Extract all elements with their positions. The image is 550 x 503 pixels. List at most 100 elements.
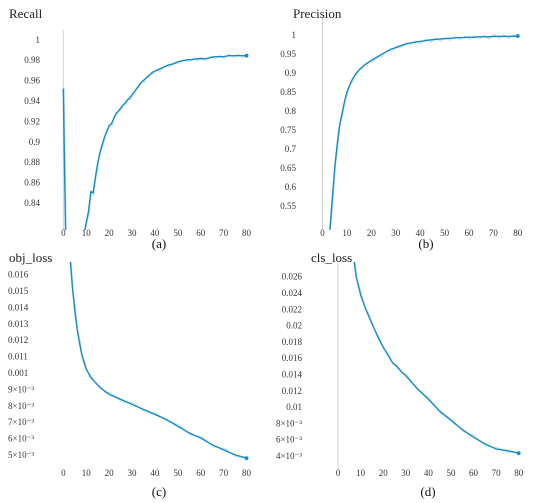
chart-2-y-tick-label: 0.8 (285, 106, 297, 116)
chart-4-y-tick-label: 0.022 (282, 304, 302, 314)
chart-4-series-end-point (516, 451, 521, 456)
chart-3-y-tick-label: 0.011 (8, 352, 28, 362)
chart-4-y-tick-label: 0.01 (286, 402, 302, 412)
chart-2-x-tick-label: 10 (342, 228, 352, 238)
chart-1-y-tick-label: 0.96 (24, 76, 40, 86)
chart-1-y-tick-label: 0.92 (24, 116, 40, 126)
chart-1-title: Recall (9, 6, 43, 21)
chart-1-x-tick-label: 20 (105, 228, 115, 238)
chart-1-series-raw (63, 53, 248, 230)
chart-4-y-tick-label: 0.014 (282, 370, 303, 380)
chart-3-y-tick-label: 6×10⁻³ (8, 434, 34, 444)
chart-4-x-tick-label: 30 (401, 468, 411, 478)
chart-2-x-tick-label: 30 (391, 228, 401, 238)
chart-1-y-tick-label: 0.86 (24, 178, 40, 188)
chart-1-series-end-point (244, 53, 249, 58)
chart-2-y-tick-label: 1 (292, 30, 297, 40)
chart-4-series-line (353, 262, 519, 454)
chart-2-x-tick-label: 60 (464, 228, 474, 238)
chart-4-y-tick-label: 0.016 (282, 353, 303, 363)
chart-3-x-tick-label: 10 (82, 468, 92, 478)
chart-4-y-tick-label: 0.012 (282, 386, 302, 396)
chart-3-y-tick-label: 0.001 (8, 368, 28, 378)
chart-3-y-tick-label: 0.014 (8, 302, 29, 312)
chart-3-x-tick-label: 80 (242, 468, 252, 478)
chart-4-x-tick-label: 10 (356, 468, 366, 478)
chart-2-series-end-point (515, 34, 520, 38)
chart-3-y-tick-label: 0.013 (8, 319, 29, 329)
chart-3-x-tick-label: 20 (105, 468, 115, 478)
chart-1-x-tick-label: 80 (242, 228, 252, 238)
chart-1-x-tick-label: 30 (128, 228, 138, 238)
chart-4-y-tick-label: 8×10⁻³ (276, 418, 302, 428)
chart-2-y-tick-label: 0.85 (280, 87, 296, 97)
chart-4-x-tick-label: 50 (446, 468, 456, 478)
chart-1-x-tick-label: 0 (61, 228, 66, 238)
chart-2-series-raw (330, 34, 519, 229)
chart-1-y-tick-label: 0.9 (29, 137, 41, 147)
chart-3-y-tick-label: 0.015 (8, 286, 29, 296)
chart-2-y-tick-label: 0.65 (280, 163, 296, 173)
chart-2-series-line (329, 35, 518, 230)
chart-3-x-tick-label: 40 (150, 468, 160, 478)
chart-3-y-tick-label: 0.016 (8, 270, 29, 280)
chart-3-series-end-point (244, 456, 249, 461)
chart-4-x-tick-label: 60 (469, 468, 479, 478)
chart-1-y-tick-label: 0.88 (24, 157, 40, 167)
chart-4-series-raw (354, 262, 520, 454)
chart-1-y-tick-label: 0.94 (24, 96, 40, 106)
chart-3-y-tick-label: 8×10⁻³ (8, 401, 34, 411)
chart-3-x-tick-label: 50 (173, 468, 183, 478)
chart-2-y-tick-label: 0.9 (285, 68, 297, 78)
chart-2-y-tick-label: 0.7 (285, 144, 297, 154)
chart-2-y-tick-label: 0.55 (280, 201, 296, 211)
chart-4-y-tick-label: 0.026 (282, 272, 303, 282)
chart-4-x-tick-label: 40 (424, 468, 434, 478)
chart-1-y-tick-label: 0.84 (24, 198, 40, 208)
chart-2-y-tick-label: 0.95 (280, 49, 296, 59)
chart-1-x-tick-label: 50 (173, 228, 183, 238)
chart-4-x-tick-label: 80 (514, 468, 524, 478)
chart-1-y-tick-label: 0.98 (24, 55, 40, 65)
chart-3-x-tick-label: 30 (128, 468, 138, 478)
chart-3-y-tick-label: 5×10⁻³ (8, 450, 34, 460)
chart-2-y-tick-label: 0.6 (285, 182, 297, 192)
chart-3-title: obj_loss (9, 250, 52, 265)
chart-1-y-tick-label: 1 (36, 35, 41, 45)
chart-2-title: Precision (293, 6, 342, 21)
chart-2-panel-label: (b) (418, 236, 433, 251)
chart-3-y-tick-label: 7×10⁻³ (8, 417, 34, 427)
chart-4-y-tick-label: 0.02 (286, 321, 302, 331)
chart-3-y-tick-label: 0.012 (8, 335, 28, 345)
chart-2-x-tick-label: 80 (513, 228, 523, 238)
chart-3-x-tick-label: 70 (219, 468, 229, 478)
chart-2-x-tick-label: 40 (416, 228, 426, 238)
chart-3-x-tick-label: 60 (196, 468, 206, 478)
chart-2-x-tick-label: 50 (440, 228, 450, 238)
chart-2-x-tick-label: 20 (367, 228, 377, 238)
chart-4-x-tick-label: 20 (379, 468, 389, 478)
chart-3-series-line (69, 262, 247, 459)
chart-4-panel-label: (d) (420, 484, 435, 499)
chart-1-panel-label: (a) (152, 236, 166, 251)
chart-3-y-tick-label: 9×10⁻³ (8, 384, 34, 394)
chart-1-series-line (62, 54, 247, 230)
chart-3-panel-label: (c) (152, 484, 166, 499)
chart-1-x-tick-label: 60 (196, 228, 206, 238)
chart-2-y-tick-label: 0.75 (280, 125, 296, 135)
chart-2-x-tick-label: 0 (320, 228, 325, 238)
chart-3-series-raw (70, 262, 248, 458)
chart-4-y-tick-label: 4×10⁻³ (276, 451, 302, 461)
chart-1-x-tick-label: 40 (150, 228, 160, 238)
chart-4-y-tick-label: 6×10⁻³ (276, 435, 302, 445)
chart-2-x-tick-label: 70 (489, 228, 499, 238)
chart-1-x-tick-label: 10 (82, 228, 92, 238)
chart-4-y-tick-label: 0.018 (282, 337, 303, 347)
chart-3-x-tick-label: 0 (61, 468, 66, 478)
chart-4-y-tick-label: 0.024 (282, 288, 303, 298)
chart-4-title: cls_loss (311, 250, 352, 265)
chart-4-x-tick-label: 0 (336, 468, 341, 478)
chart-1-x-tick-label: 70 (219, 228, 229, 238)
chart-4-x-tick-label: 70 (492, 468, 502, 478)
